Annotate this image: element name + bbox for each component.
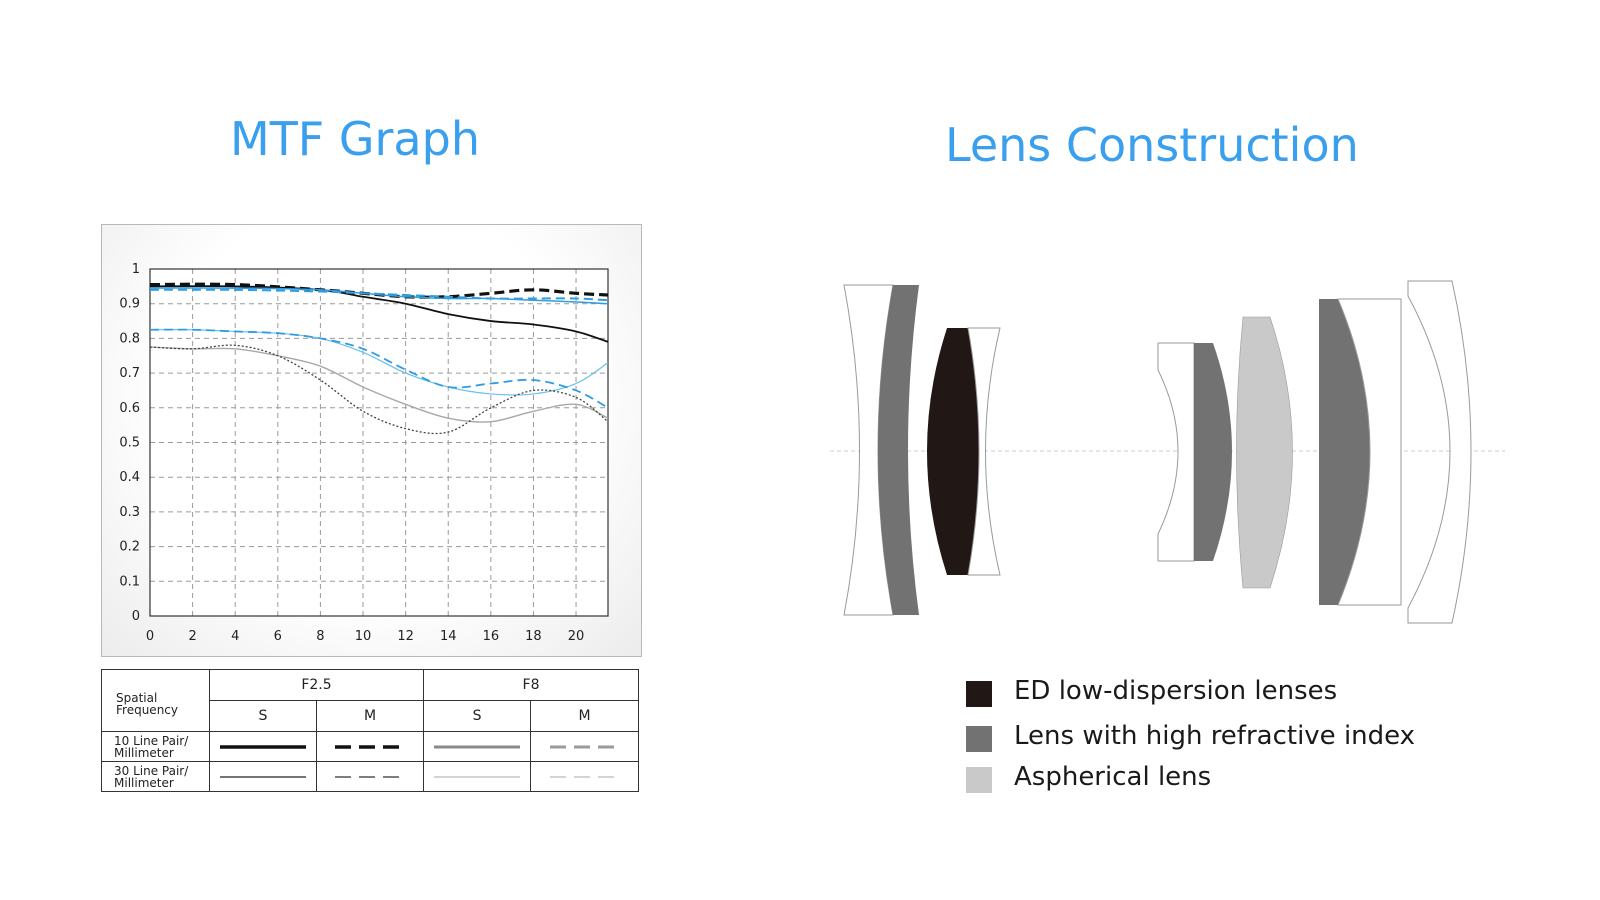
lens-element-9 xyxy=(1337,298,1402,606)
y-tick-label: 0.3 xyxy=(119,505,140,520)
sample-30lp-f25-s xyxy=(209,761,317,792)
lens-construction-diagram xyxy=(830,280,1505,624)
row-30lp-label: 30 Line Pair/ Millimeter xyxy=(101,761,210,792)
mtf-graph-title: MTF Graph xyxy=(230,112,480,166)
y-tick-label: 0.7 xyxy=(119,366,140,381)
mtf-series-line-2 xyxy=(149,282,609,299)
high-index-label: Lens with high refractive index xyxy=(1014,721,1416,751)
mtf-chart-panel: 0 2 4 6 8 10 12 14 16 18 20 0 0.1 0.2 0.3 0.4 0.5 0.6 0.7 0… xyxy=(101,224,642,657)
y-tick-label: 0.8 xyxy=(119,331,140,346)
x-tick-label: 16 xyxy=(483,629,500,644)
sample-10lp-f25-s xyxy=(209,731,317,762)
y-tick-label: 0.9 xyxy=(119,297,140,312)
mtf-series-line-8 xyxy=(149,344,609,435)
row1-label-line2: Millimeter xyxy=(114,745,174,760)
f25-s-header: S xyxy=(209,700,317,732)
x-tick-label: 8 xyxy=(316,629,324,644)
x-tick-label: 0 xyxy=(146,629,154,644)
lens-element-10 xyxy=(1407,280,1472,624)
header-label-line1: Spatial xyxy=(116,690,158,705)
lens-element-8-high-index xyxy=(1319,299,1370,605)
lens-element-4 xyxy=(967,327,1001,576)
lens-element-3-ed xyxy=(927,328,979,575)
sample-10lp-f8-m xyxy=(530,731,640,762)
lens-element-2-high-index xyxy=(878,285,919,615)
mtf-series-line-5 xyxy=(149,328,609,396)
x-tick-label: 12 xyxy=(397,629,414,644)
ed-label: ED low-dispersion lenses xyxy=(1014,676,1338,706)
plot-border xyxy=(149,268,609,617)
y-tick-label: 0.6 xyxy=(119,401,140,416)
sample-30lp-f8-m xyxy=(530,761,640,792)
y-tick-label: 0 xyxy=(132,609,140,624)
f8-header: F8 xyxy=(423,669,640,701)
mtf-chart: 0 2 4 6 8 10 12 14 16 18 20 0 0.1 0.2 0.3 0.4 0.5 0.6 0.7 0… xyxy=(119,262,609,644)
high-index-swatch xyxy=(966,726,992,752)
aspherical-label: Aspherical lens xyxy=(1014,762,1212,792)
sample-10lp-f8-s xyxy=(423,731,532,762)
f25-m-header: M xyxy=(315,700,425,732)
mtf-series-line-3 xyxy=(149,287,609,305)
x-tick-label: 2 xyxy=(188,629,196,644)
y-tick-label: 0.2 xyxy=(119,540,140,555)
sample-30lp-f8-s xyxy=(423,761,532,792)
x-tick-label: 18 xyxy=(525,629,542,644)
f25-header: F2.5 xyxy=(208,669,425,701)
y-tick-label: 0.4 xyxy=(119,470,140,485)
sample-10lp-f25-m xyxy=(315,731,425,762)
mtf-series-line-6 xyxy=(149,328,609,409)
row2-label-line1: 30 Line Pair/ xyxy=(114,763,189,778)
lens-construction-title: Lens Construction xyxy=(945,118,1359,172)
header-label-line2: Frequency xyxy=(116,702,178,717)
lens-element-5 xyxy=(1157,342,1195,562)
mtf-series-line-4 xyxy=(149,288,609,302)
lens-element-6-high-index xyxy=(1194,343,1232,561)
f8-m-header: M xyxy=(530,700,640,732)
x-tick-label: 20 xyxy=(568,629,585,644)
mtf-series-line-7 xyxy=(149,346,609,423)
row-10lp-label: 10 Line Pair/ Millimeter xyxy=(101,731,210,762)
x-tick-label: 10 xyxy=(355,629,372,644)
row1-label-line1: 10 Line Pair/ xyxy=(114,733,189,748)
x-tick-label: 14 xyxy=(440,629,457,644)
mtf-legend-table: Spatial Frequency F2.5 F8 S M S M 10 Lin… xyxy=(101,669,640,792)
x-tick-label: 6 xyxy=(274,629,282,644)
y-tick-label: 1 xyxy=(132,262,140,277)
sample-30lp-f25-m xyxy=(315,761,425,792)
ed-swatch xyxy=(966,681,992,707)
y-tick-label: 0.5 xyxy=(119,436,140,451)
x-tick-label: 4 xyxy=(231,629,239,644)
aspherical-swatch xyxy=(966,767,992,793)
f8-s-header: S xyxy=(423,700,532,732)
row2-label-line2: Millimeter xyxy=(114,775,174,790)
lens-element-7-aspherical xyxy=(1236,316,1293,589)
spatial-frequency-header: Spatial Frequency xyxy=(101,669,210,732)
y-tick-label: 0.1 xyxy=(119,574,140,589)
